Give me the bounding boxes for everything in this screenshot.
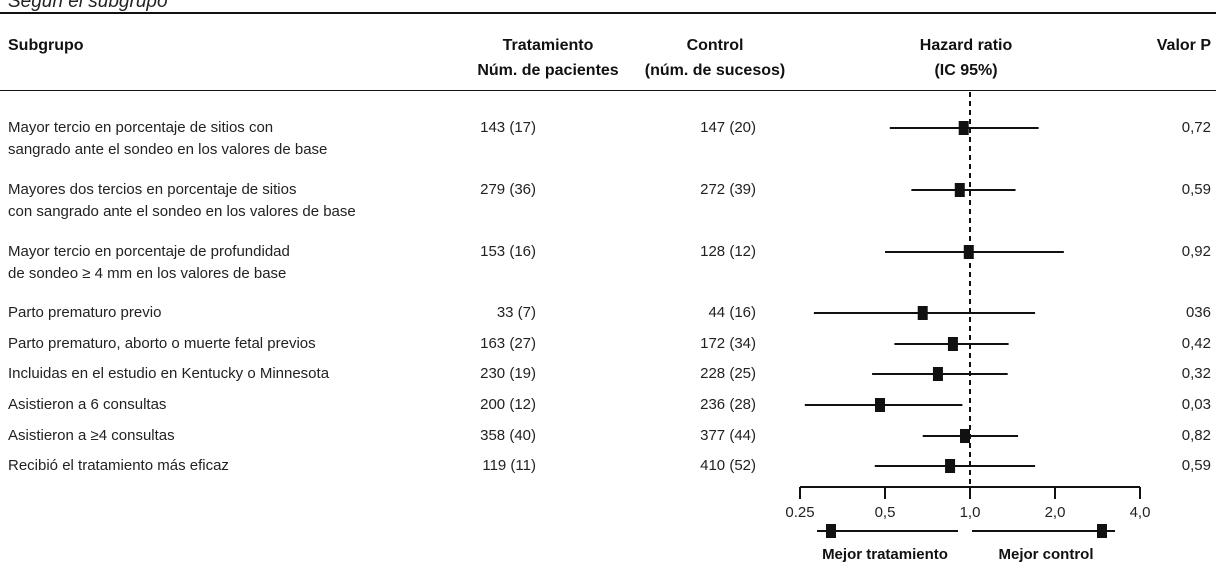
control-events-count: 44 (16) [708, 304, 756, 321]
treatment-column-header-line2: Núm. de pacientes [477, 62, 619, 79]
hazard-ratio-point [947, 337, 958, 351]
control-events-count: 377 (44) [700, 427, 756, 444]
subgroup-label: Asistieron a 6 consultas [8, 396, 167, 413]
subgroup-label: Mayor tercio en porcentaje de profundida… [8, 243, 290, 260]
treatment-patients-count: 163 (27) [480, 335, 536, 352]
control-events-count: 228 (25) [700, 365, 756, 382]
header-rule [0, 90, 1216, 91]
top-rule [0, 12, 1216, 14]
p-value: 0,59 [1181, 457, 1211, 474]
better-control-arrow-end [1097, 524, 1107, 538]
subgroup-label: Mayores dos tercios en porcentaje de sit… [8, 181, 297, 198]
control-events-count: 128 (12) [700, 243, 756, 260]
subgroup-label: Mayor tercio en porcentaje de sitios con [8, 119, 274, 136]
x-axis-tick-label: 0,5 [875, 504, 896, 521]
x-axis-tick-label: 0.25 [785, 504, 814, 521]
subgroup-label: Asistieron a ≥4 consultas [8, 427, 175, 444]
p-value: 0,82 [1181, 427, 1211, 444]
p-value: 0,03 [1181, 396, 1211, 413]
hazard-ratio-point [954, 183, 965, 197]
treatment-patients-count: 33 (7) [496, 304, 536, 321]
x-axis-tick-label: 1,0 [960, 504, 981, 521]
hazard-ratio-point [958, 121, 969, 135]
x-axis-tick-label: 2,0 [1045, 504, 1066, 521]
subgroup-label: Parto prematuro, aborto o muerte fetal p… [8, 335, 316, 352]
hazard-ratio-point [874, 398, 885, 412]
p-value: 0,72 [1181, 119, 1211, 136]
p-value: 0,32 [1181, 365, 1211, 382]
control-column-header-line2: (núm. de sucesos) [644, 62, 786, 79]
treatment-patients-count: 200 (12) [480, 396, 536, 413]
subgroup-label-continued: sangrado ante el sondeo en los valores d… [8, 141, 328, 158]
section-title: Según el subgrupo [8, 0, 168, 12]
control-events-count: 410 (52) [700, 457, 756, 474]
better-treatment-arrow-end [826, 524, 836, 538]
treatment-patients-count: 279 (36) [480, 181, 536, 198]
treatment-patients-count: 230 (19) [480, 365, 536, 382]
p-value: 0,42 [1181, 335, 1211, 352]
control-column-header-line1: Control [686, 37, 744, 54]
p-value: 036 [1185, 304, 1211, 321]
subgroup-label-continued: de sondeo ≥ 4 mm en los valores de base [8, 265, 287, 282]
treatment-column-header-line1: Tratamiento [502, 37, 594, 54]
treatment-patients-count: 119 (11) [482, 457, 536, 474]
subgroup-label: Incluidas en el estudio en Kentucky o Mi… [8, 365, 330, 382]
subgroup-label: Parto prematuro previo [8, 304, 162, 321]
better-treatment-label: Mejor tratamiento [822, 546, 948, 563]
p-value: 0,59 [1181, 181, 1211, 198]
p-value-column-header: Valor P [1156, 37, 1211, 54]
control-events-count: 236 (28) [700, 396, 756, 413]
treatment-patients-count: 358 (40) [480, 427, 536, 444]
subgroup-column-header: Subgrupo [8, 37, 84, 54]
subgroup-label: Recibió el tratamiento más eficaz [8, 457, 229, 474]
treatment-patients-count: 143 (17) [480, 119, 536, 136]
p-value: 0,92 [1181, 243, 1211, 260]
control-events-count: 172 (34) [700, 335, 756, 352]
hazard-ratio-point [959, 429, 970, 443]
x-axis-tick-label: 4,0 [1130, 504, 1151, 521]
hazard-ratio-point [963, 245, 974, 259]
hazard-ratio-point [945, 459, 956, 473]
control-events-count: 147 (20) [700, 119, 756, 136]
treatment-patients-count: 153 (16) [480, 243, 536, 260]
hazard-ratio-point [917, 306, 928, 320]
hazard-ratio-column-header-line2: (IC 95%) [934, 62, 998, 79]
hazard-ratio-point [932, 367, 943, 381]
hazard-ratio-column-header-line1: Hazard ratio [919, 37, 1013, 54]
subgroup-label-continued: con sangrado ante el sondeo en los valor… [8, 203, 356, 220]
control-events-count: 272 (39) [700, 181, 756, 198]
better-control-label: Mejor control [998, 546, 1093, 563]
